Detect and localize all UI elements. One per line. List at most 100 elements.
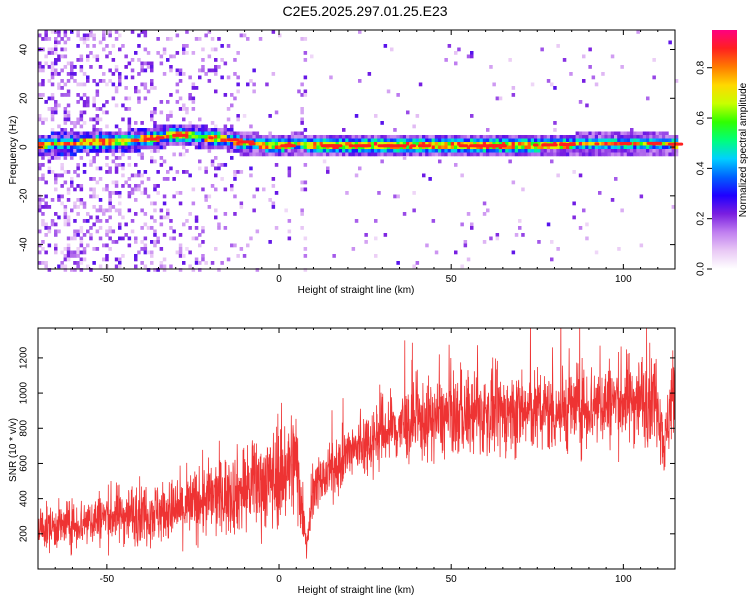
- heatmap-cell: [300, 110, 304, 115]
- heatmap-cell: [482, 142, 487, 146]
- heatmap-cell: [73, 142, 77, 146]
- heatmap-cell: [374, 145, 378, 150]
- heatmap-cell: [172, 229, 176, 234]
- spectrogram-x-tick-label: -50: [100, 274, 115, 285]
- heatmap-cell: [204, 124, 208, 129]
- heatmap-cell: [268, 142, 272, 146]
- heatmap-cell: [191, 131, 196, 136]
- heatmap-cell: [172, 131, 176, 136]
- heatmap-cell: [345, 191, 349, 195]
- heatmap-cell: [358, 149, 362, 153]
- snr-x-tick-label: 50: [446, 574, 458, 585]
- heatmap-cell: [153, 187, 157, 192]
- heatmap-cell: [79, 145, 84, 150]
- heatmap-cell: [137, 72, 141, 76]
- heatmap-cell: [249, 149, 253, 153]
- heatmap-cell: [406, 135, 410, 139]
- heatmap-cell: [537, 240, 541, 244]
- heatmap-cell: [150, 61, 154, 66]
- heatmap-cell: [57, 149, 61, 153]
- heatmap-cell: [223, 61, 228, 66]
- heatmap-cell: [169, 135, 173, 139]
- heatmap-cell: [418, 149, 423, 153]
- heatmap-cell: [146, 145, 151, 150]
- heatmap-cell: [639, 149, 644, 153]
- heatmap-cell: [92, 131, 96, 136]
- heatmap-cell: [63, 138, 68, 143]
- heatmap-cell: [335, 152, 340, 157]
- heatmap-cell: [207, 79, 212, 83]
- heatmap-cell: [143, 145, 148, 150]
- heatmap-cell: [92, 103, 96, 108]
- heatmap-cell: [105, 145, 109, 150]
- heatmap-cell: [303, 142, 308, 146]
- heatmap-cell: [54, 58, 58, 62]
- heatmap-cell: [95, 180, 100, 185]
- heatmap-cell: [425, 149, 429, 153]
- heatmap-cell: [316, 149, 320, 153]
- heatmap-cell: [210, 138, 215, 143]
- heatmap-cell: [598, 152, 602, 157]
- heatmap-cell: [374, 138, 378, 143]
- heatmap-cell: [658, 131, 663, 136]
- heatmap-cell: [348, 135, 352, 139]
- heatmap-cell: [178, 268, 183, 272]
- heatmap-cell: [278, 149, 282, 153]
- heatmap-cell: [198, 159, 202, 164]
- heatmap-cell: [594, 145, 599, 150]
- heatmap-cell: [70, 121, 74, 125]
- snr-y-tick-label: 600: [19, 455, 30, 472]
- heatmap-cell: [66, 215, 71, 220]
- heatmap-cell: [108, 191, 112, 195]
- heatmap-cell: [182, 72, 186, 76]
- heatmap-cell: [377, 191, 381, 195]
- heatmap-cell: [214, 131, 218, 136]
- heatmap-cell: [418, 145, 423, 150]
- heatmap-cell: [57, 131, 61, 136]
- heatmap-cell: [537, 138, 541, 143]
- heatmap-cell: [530, 149, 535, 153]
- heatmap-cell: [335, 138, 340, 143]
- heatmap-cell: [434, 152, 439, 157]
- heatmap-cell: [639, 145, 644, 150]
- heatmap-hotspot: [226, 138, 240, 142]
- heatmap-cell: [585, 222, 589, 227]
- heatmap-cell: [230, 184, 234, 188]
- heatmap-cell: [118, 208, 122, 213]
- heatmap-cell: [470, 145, 474, 150]
- heatmap-cell: [550, 149, 554, 153]
- heatmap-cell: [393, 194, 397, 199]
- heatmap-cell: [50, 75, 55, 80]
- heatmap-cell: [655, 131, 660, 136]
- heatmap-cell: [598, 145, 602, 150]
- heatmap-cell: [380, 121, 384, 125]
- heatmap-cell: [44, 264, 48, 269]
- heatmap-cell: [217, 131, 221, 136]
- heatmap-cell: [111, 191, 116, 195]
- heatmap-cell: [204, 128, 208, 132]
- heatmap-cell: [105, 149, 109, 153]
- heatmap-cell: [518, 226, 522, 230]
- heatmap-cell: [418, 138, 423, 143]
- heatmap-cell: [82, 100, 87, 104]
- heatmap-hotspot: [348, 144, 354, 148]
- heatmap-cell: [460, 149, 464, 153]
- heatmap-cell: [194, 257, 199, 262]
- heatmap-cell: [111, 131, 116, 136]
- heatmap-cell: [114, 86, 119, 90]
- heatmap-cell: [169, 236, 173, 241]
- heatmap-cell: [329, 152, 333, 157]
- heatmap-cell: [674, 152, 679, 157]
- heatmap-cell: [226, 145, 231, 150]
- heatmap-cell: [60, 128, 64, 132]
- heatmap-cell: [50, 51, 55, 55]
- heatmap-cell: [546, 149, 551, 153]
- heatmap-cell: [124, 135, 128, 139]
- heatmap-cell: [393, 145, 397, 150]
- heatmap-cell: [182, 152, 186, 157]
- heatmap-cell: [614, 149, 618, 153]
- heatmap-cell: [214, 138, 218, 143]
- heatmap-cell: [649, 149, 653, 153]
- heatmap-cell: [143, 187, 148, 192]
